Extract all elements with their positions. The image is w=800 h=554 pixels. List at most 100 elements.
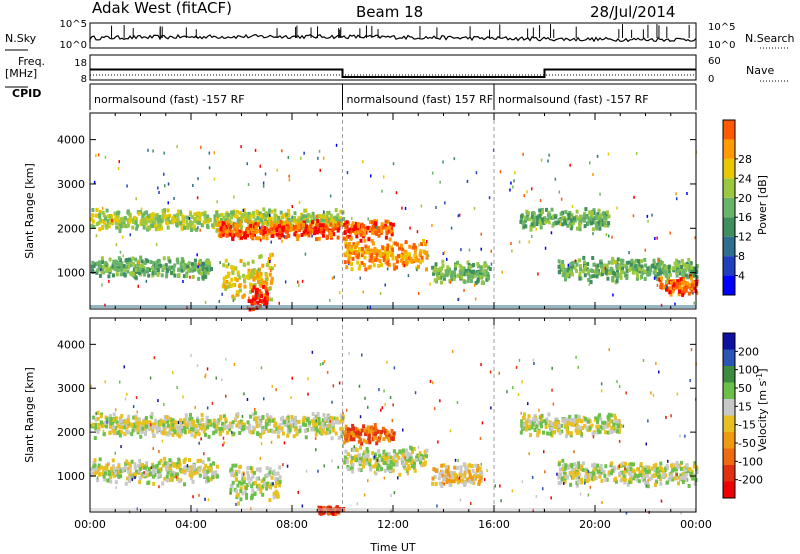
velocity-cell	[214, 470, 218, 475]
power-cell	[695, 270, 699, 274]
velocity-cell	[173, 429, 177, 434]
velocity-cell	[202, 423, 206, 428]
power-cell	[256, 271, 260, 276]
velocity-cell	[109, 479, 113, 484]
power-scatter	[287, 156, 290, 159]
power-cell	[278, 224, 281, 229]
power-cell	[294, 221, 298, 226]
velocity-cell	[407, 464, 411, 469]
velocity-cell	[445, 480, 449, 484]
velocity-cell	[130, 432, 134, 437]
velocity-cell	[230, 472, 234, 477]
power-scatter	[478, 279, 480, 283]
power-cell	[660, 270, 664, 274]
velocity-cell	[93, 466, 97, 471]
velocity-cell	[139, 424, 143, 429]
velocity-scatter	[562, 481, 565, 485]
power-cell	[370, 252, 374, 257]
velocity-cell	[695, 465, 699, 470]
power-cell	[672, 283, 676, 288]
velocity-cell	[161, 463, 165, 468]
velocity-cell	[123, 420, 127, 425]
power-cell	[183, 262, 187, 267]
power-cell	[226, 271, 230, 276]
velocity-cell	[128, 463, 132, 468]
power-scatter	[404, 206, 407, 210]
power-cell	[341, 222, 345, 227]
velocity-cell	[236, 493, 240, 498]
power-scatter	[488, 196, 491, 200]
power-cell	[98, 227, 102, 232]
power-cell	[133, 215, 137, 220]
velocity-cell	[619, 423, 623, 428]
power-cell	[404, 240, 408, 245]
power-scatter	[158, 191, 160, 194]
velocity-scatter	[645, 484, 647, 488]
velocity-cell	[365, 440, 369, 445]
power-cell	[452, 273, 456, 278]
velocity-cell	[362, 438, 366, 443]
velocity-cell	[265, 486, 269, 491]
power-scatter	[694, 236, 696, 240]
power-scatter	[270, 269, 272, 273]
velocity-cell	[286, 433, 290, 438]
power-cell	[569, 262, 573, 267]
power-cell	[258, 211, 262, 216]
power-cell	[265, 273, 269, 278]
velocity-cell	[563, 466, 567, 471]
power-cell	[366, 245, 370, 250]
power-cell	[230, 265, 234, 270]
power-scatter	[200, 145, 202, 149]
power-cell	[268, 216, 271, 221]
power-cell	[644, 263, 648, 268]
velocity-cell	[134, 416, 138, 421]
power-cell	[389, 253, 393, 258]
velocity-cell	[437, 476, 441, 481]
power-cell	[461, 270, 464, 275]
velocity-cell	[296, 429, 300, 434]
power-colorbar-swatch	[723, 256, 735, 276]
velocity-cell	[519, 430, 523, 435]
power-cell	[266, 212, 270, 217]
velocity-cell	[250, 495, 254, 500]
power-scatter	[540, 158, 543, 162]
power-cell	[316, 219, 320, 223]
velocity-cell	[99, 414, 103, 419]
power-cell	[574, 214, 578, 219]
power-cell	[294, 224, 298, 229]
power-scatter	[217, 215, 219, 219]
velocity-cell	[610, 468, 614, 473]
power-scatter	[284, 280, 287, 284]
power-colorbar-swatch	[723, 197, 735, 218]
power-cell	[183, 225, 186, 230]
velocity-cell	[605, 421, 609, 426]
power-cell	[329, 213, 333, 218]
power-scatter	[612, 293, 614, 297]
velocity-cell	[464, 466, 468, 471]
power-cell	[627, 268, 631, 273]
power-colorbar-swatch	[723, 139, 735, 159]
power-cell	[525, 216, 529, 221]
velocity-cell	[190, 417, 194, 421]
power-cell	[413, 254, 417, 259]
power-colorbar-tick-label: 8	[738, 250, 745, 263]
power-cell	[180, 268, 184, 273]
power-cell	[586, 262, 590, 267]
velocity-cell	[383, 453, 387, 458]
power-cell	[322, 212, 326, 217]
power-cell	[268, 265, 272, 270]
velocity-scatter	[647, 419, 649, 423]
power-cell	[686, 284, 690, 289]
power-cell	[479, 265, 483, 270]
power-cell	[359, 224, 363, 229]
velocity-cell	[192, 463, 196, 468]
power-cell	[142, 265, 146, 270]
power-scatter	[450, 226, 453, 230]
velocity-cell	[292, 420, 296, 425]
velocity-cell	[592, 476, 596, 481]
power-cell	[129, 258, 133, 263]
power-cell	[547, 210, 551, 215]
power-cell	[334, 208, 338, 213]
power-colorbar-tick-label: 20	[738, 192, 752, 205]
freq-right-tick-bottom: 0	[708, 74, 714, 85]
